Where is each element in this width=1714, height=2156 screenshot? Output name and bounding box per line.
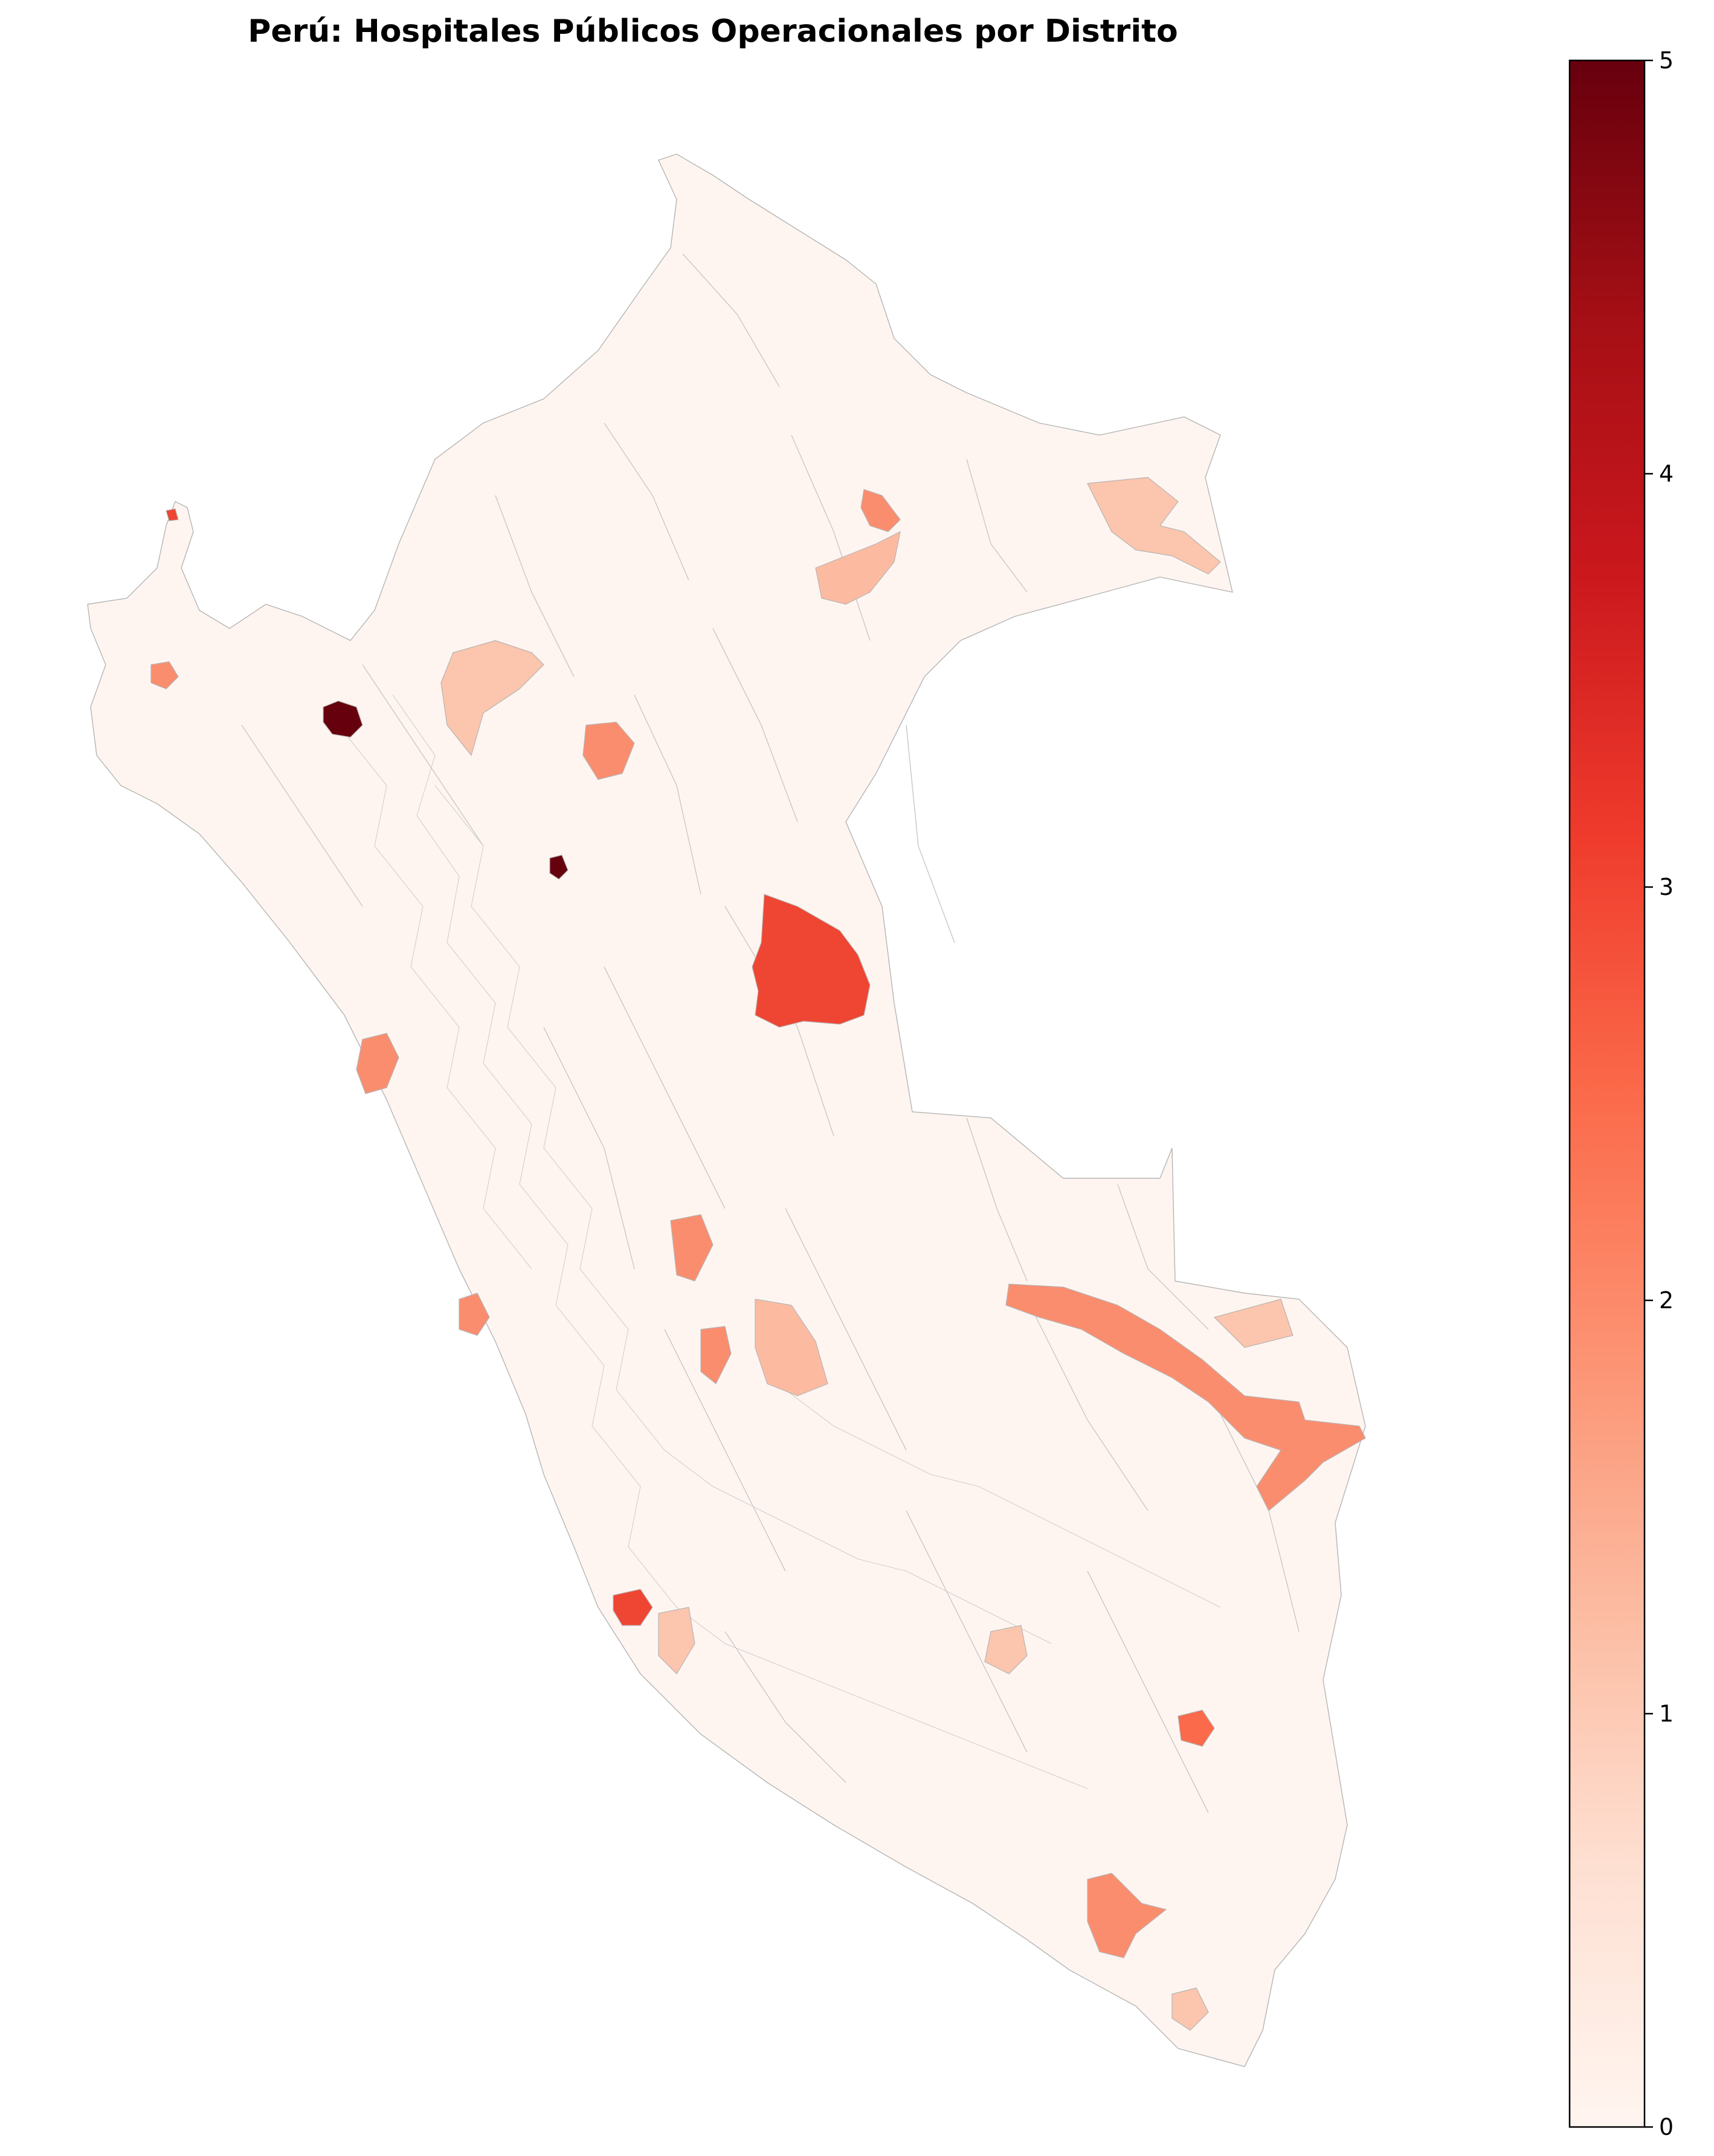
colorbar-tick-label: 4	[1659, 460, 1674, 487]
district-loreto-iquitos-south	[815, 531, 901, 605]
highlighted-districts	[150, 477, 1366, 2031]
district-cusco	[984, 1625, 1028, 1674]
district-tumbes	[166, 508, 179, 521]
peru-map	[87, 153, 1366, 2067]
district-loreto-northeast	[1087, 477, 1221, 575]
district-arequipa	[1087, 1873, 1167, 1958]
district-ica	[613, 1589, 653, 1626]
district-tacna	[1171, 1987, 1209, 2031]
colorbar-tick-label: 1	[1659, 1700, 1674, 1727]
district-ancash	[356, 1033, 399, 1094]
district-cajamarca-north	[323, 700, 363, 738]
district-san-martin	[582, 721, 635, 780]
district-loreto-iquitos	[860, 489, 901, 532]
district-lima	[459, 1293, 490, 1336]
colorbar-tick-label: 5	[1659, 47, 1674, 74]
district-huanuco	[700, 1326, 732, 1384]
district-puno	[1178, 1709, 1215, 1747]
colorbar-tick-label: 3	[1659, 874, 1674, 900]
district-junin-east	[670, 1214, 714, 1282]
colorbar-bar	[1568, 59, 1646, 2128]
district-piura	[150, 661, 179, 689]
peru-outline	[87, 153, 1366, 2067]
district-amazonas-west	[440, 640, 544, 757]
district-ucayali-central	[752, 894, 871, 1028]
district-madre-de-dios-east	[1213, 1299, 1294, 1348]
colorbar-tick-label: 2	[1659, 1287, 1674, 1314]
district-junin	[755, 1299, 828, 1396]
colorbar: 0 1 2 3 4 5	[1568, 47, 1674, 2140]
district-amazonas	[549, 854, 569, 880]
andes-district-mesh	[338, 694, 1221, 1789]
colorbar-ticks: 0 1 2 3 4 5	[1645, 47, 1674, 2140]
colorbar-tick-label: 0	[1659, 2114, 1674, 2140]
map-title: Perú: Hospitales Públicos Operacionales …	[248, 13, 1178, 50]
region-borders	[241, 253, 1300, 1813]
district-ica-south	[658, 1607, 695, 1674]
district-madre-de-dios	[1005, 1283, 1366, 1511]
